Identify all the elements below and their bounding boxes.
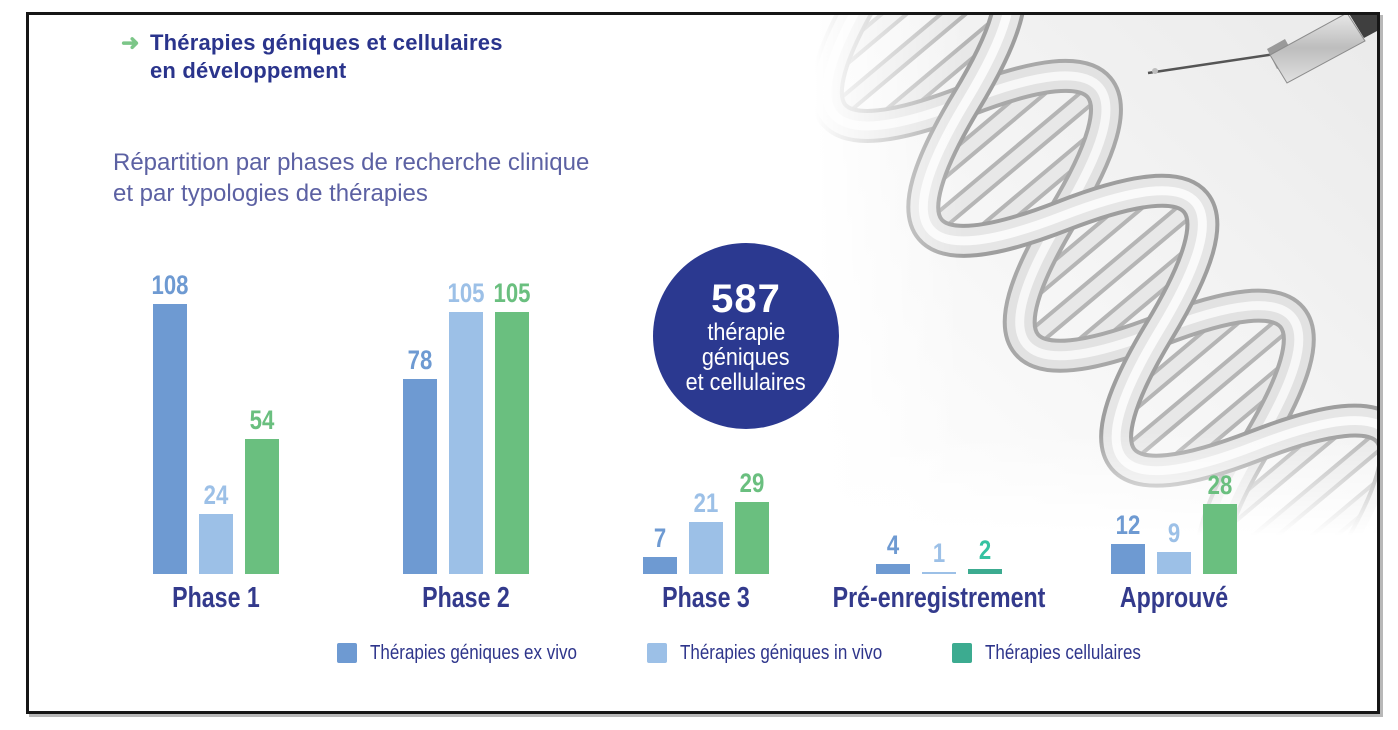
total-badge-label: géniques xyxy=(702,343,790,371)
bar-value-label: 78 xyxy=(407,345,433,375)
category-label: Phase 3 xyxy=(662,582,750,614)
page-title-line1: Thérapies géniques et cellulaires xyxy=(150,30,503,55)
legend-swatch-cellulaires xyxy=(952,643,973,663)
bar-value-label: 4 xyxy=(886,530,900,560)
chart-subtitle: Répartition par phases de recherche clin… xyxy=(113,147,589,209)
chart-subtitle-line1: Répartition par phases de recherche clin… xyxy=(113,149,590,176)
bar-chart: 108 24 54 Phase 1 78 105 105 Phase 2 7 21 29 Phase … xyxy=(29,15,1377,711)
bar xyxy=(1157,551,1191,574)
bar-value-label: 2 xyxy=(978,535,992,565)
bar xyxy=(495,311,529,574)
legend-swatch-ex-vivo xyxy=(337,643,357,663)
bar xyxy=(245,439,279,574)
bar-value-label: 24 xyxy=(203,480,229,510)
bar xyxy=(689,521,723,574)
category-label: Pré-enregistrement xyxy=(832,582,1046,614)
bar xyxy=(1111,544,1145,574)
bar xyxy=(643,556,677,574)
infographic-frame: ➜ Thérapies géniques et cellulaires en d… xyxy=(26,12,1380,714)
dna-strand-a xyxy=(853,15,1377,535)
bar-value-label: 29 xyxy=(739,467,765,498)
category-label: Approuvé xyxy=(1119,582,1229,614)
bar xyxy=(922,571,956,574)
syringe-icon xyxy=(1147,15,1377,84)
bar xyxy=(153,304,187,574)
bar-value-label: 12 xyxy=(1115,510,1141,540)
bar-value-label: 108 xyxy=(151,270,189,300)
legend-swatch-in-vivo xyxy=(647,643,668,663)
bar xyxy=(968,569,1002,574)
bar xyxy=(403,379,437,574)
bar-value-label: 28 xyxy=(1207,470,1233,500)
legend-item-cellulaires: Thérapies cellulaires xyxy=(952,642,1168,664)
bar-value-label: 105 xyxy=(447,277,485,308)
total-badge: 587 thérapie géniques et cellulaires xyxy=(653,243,839,429)
page-title-line2: en développement xyxy=(150,58,347,83)
bar-value-label: 21 xyxy=(693,487,719,518)
legend-label-cellulaires: Thérapies cellulaires xyxy=(985,642,1142,664)
bar xyxy=(1203,504,1237,574)
total-badge-label: et cellulaires xyxy=(685,368,807,396)
chart-subtitle-line2: et par typologies de thérapies xyxy=(113,180,428,207)
bar-value-label: 1 xyxy=(932,537,946,568)
bar xyxy=(876,564,910,574)
total-badge-value: 587 xyxy=(711,276,781,321)
total-badge-label: thérapie xyxy=(706,318,786,346)
category-label: Phase 2 xyxy=(422,582,510,614)
bar xyxy=(449,311,483,574)
bar-value-label: 7 xyxy=(653,522,667,553)
legend-item-ex-vivo: Thérapies géniques ex vivo xyxy=(337,642,613,664)
legend-item-in-vivo: Thérapies géniques in vivo xyxy=(647,642,918,664)
bar xyxy=(735,501,769,574)
legend-label-in-vivo: Thérapies géniques in vivo xyxy=(680,642,883,664)
chart-legend: Thérapies géniques ex vivo Thérapies gén… xyxy=(337,642,1169,664)
category-label: Phase 1 xyxy=(172,582,260,614)
arrow-right-icon: ➜ xyxy=(121,30,140,55)
page-title: ➜ Thérapies géniques et cellulaires en d… xyxy=(121,29,503,85)
bar-value-label: 54 xyxy=(249,405,275,435)
bar-value-label: 105 xyxy=(493,277,531,308)
bar xyxy=(199,514,233,574)
dna-helix-illustration xyxy=(815,15,1377,535)
bar-value-label: 9 xyxy=(1167,517,1181,548)
legend-label-ex-vivo: Thérapies géniques ex vivo xyxy=(370,642,577,664)
